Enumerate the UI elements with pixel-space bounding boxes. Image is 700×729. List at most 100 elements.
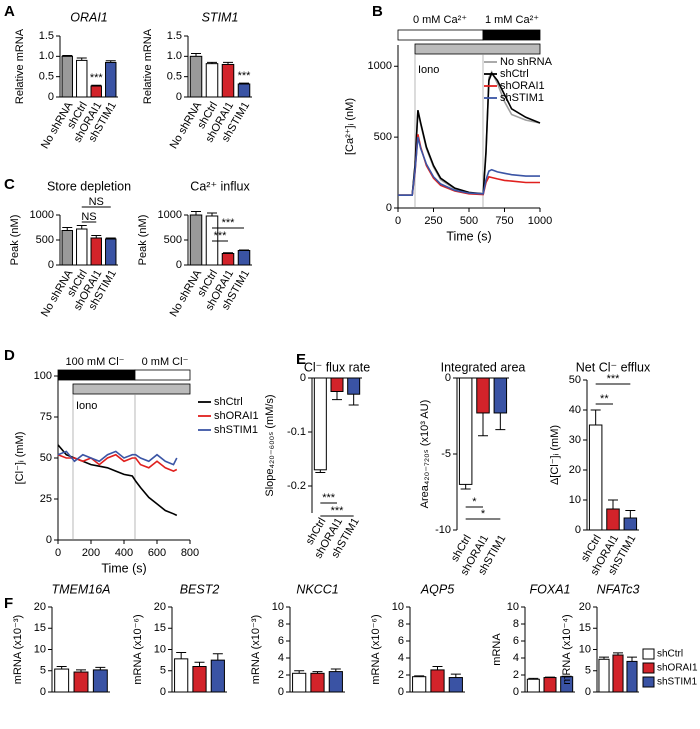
stimulus-bar — [57, 369, 136, 381]
y-tick-label: 10 — [569, 494, 581, 506]
bar — [237, 83, 251, 98]
y-tick-label: 8 — [278, 618, 284, 630]
bar — [330, 377, 344, 392]
y-tick-label: 2 — [398, 669, 404, 681]
y-axis-label: mRNA (x10⁻⁶) — [132, 614, 144, 684]
error-bar — [91, 84, 102, 87]
y-tick-label: 0 — [585, 686, 591, 698]
bar — [526, 678, 540, 693]
error-bar — [239, 249, 249, 251]
chart-title: Cl⁻ flux rate — [304, 360, 370, 374]
significance-label: *** — [322, 492, 336, 504]
y-tick-label: 500 — [164, 234, 182, 246]
bar — [476, 377, 490, 414]
error-bar — [56, 666, 67, 670]
error-bar — [608, 499, 618, 509]
legend-swatch — [642, 648, 655, 660]
y-tick-label: 2 — [513, 669, 519, 681]
y-axis-label: Slope₄₂₀₋₆₀₀ₛ (mM/s) — [264, 394, 276, 496]
bar — [61, 55, 73, 98]
bar — [73, 671, 89, 693]
error-bar — [495, 412, 506, 431]
x-tick-label: 250 — [424, 215, 442, 227]
y-tick-label: 0 — [48, 91, 54, 103]
legend-swatch — [642, 662, 655, 674]
y-tick-label: 10 — [154, 643, 166, 655]
legend-label: shCtrl — [214, 396, 243, 408]
stimulus-bar — [72, 383, 191, 395]
y-tick-label: 0 — [46, 534, 52, 546]
panel-label: F — [4, 595, 13, 612]
bar — [90, 237, 102, 266]
bar — [623, 517, 638, 531]
y-tick-label: 10 — [34, 643, 46, 655]
y-tick-label: 0 — [445, 372, 451, 384]
x-tick-label: 750 — [495, 215, 513, 227]
stimulus-bar — [134, 369, 191, 381]
y-axis-label: Relative mRNA — [142, 28, 154, 104]
bar — [174, 658, 189, 693]
y-tick-label: 8 — [513, 618, 519, 630]
bar — [221, 63, 235, 98]
error-bar — [528, 677, 539, 680]
stimulus-label: 0 mM Ca²⁺ — [413, 14, 467, 26]
y-tick-label: -5 — [441, 448, 451, 460]
data-line — [57, 450, 178, 466]
significance-label: *** — [607, 373, 621, 385]
y-tick-label: 20 — [154, 601, 166, 613]
error-bar — [105, 60, 116, 63]
bar — [412, 676, 427, 693]
bar — [328, 671, 343, 693]
x-axis-label: Time (s) — [446, 229, 491, 243]
significance-label: *** — [331, 505, 345, 517]
error-bar — [191, 52, 201, 57]
bar — [606, 508, 620, 531]
error-bar — [76, 225, 87, 229]
bar — [189, 55, 203, 98]
x-tick-label: 0 — [395, 215, 401, 227]
chart-title: Net Cl⁻ efflux — [576, 360, 651, 374]
bar — [347, 377, 361, 395]
chart-title: Ca²⁺ influx — [190, 179, 250, 193]
error-bar — [332, 391, 342, 401]
y-tick-label: 10 — [392, 601, 404, 613]
bar — [189, 214, 203, 266]
significance-label: NS — [89, 196, 104, 208]
y-axis-label: mRNA (x10⁻³) — [12, 615, 24, 684]
significance-label: *** — [214, 230, 228, 242]
y-axis-label: mRNA (x10⁻⁴) — [561, 614, 573, 684]
chart-title: NKCC1 — [296, 582, 338, 596]
y-tick-label: 5 — [585, 665, 591, 677]
bar — [458, 377, 473, 485]
y-tick-label: 10 — [272, 601, 284, 613]
panel-label: E — [296, 351, 306, 368]
bar — [430, 669, 445, 693]
error-bar — [95, 666, 106, 670]
y-tick-label: 500 — [36, 234, 54, 246]
bar — [61, 230, 73, 266]
error-bar — [294, 670, 305, 674]
error-bar — [450, 673, 461, 678]
y-tick-label: 100 — [34, 370, 52, 382]
chart-title: AQP5 — [420, 582, 454, 596]
error-bar — [223, 252, 233, 254]
y-tick-label: 1.5 — [39, 30, 54, 42]
x-axis-label: Time (s) — [101, 561, 146, 575]
y-tick-label: 0 — [513, 686, 519, 698]
significance-label: NS — [81, 211, 96, 223]
y-tick-label: 0 — [40, 686, 46, 698]
bar — [105, 238, 117, 266]
bar — [626, 660, 638, 693]
panel-label: C — [4, 176, 15, 193]
y-tick-label: 6 — [398, 635, 404, 647]
y-tick-label: 20 — [34, 601, 46, 613]
error-bar — [194, 661, 205, 667]
chart-title: FOXA1 — [530, 582, 571, 596]
error-bar — [625, 510, 636, 518]
stimulus-label: 100 mM Cl⁻ — [66, 356, 125, 368]
bar — [76, 228, 88, 266]
error-bar — [207, 61, 217, 64]
bar — [237, 250, 251, 266]
error-bar — [212, 653, 223, 661]
error-bar — [432, 666, 443, 670]
